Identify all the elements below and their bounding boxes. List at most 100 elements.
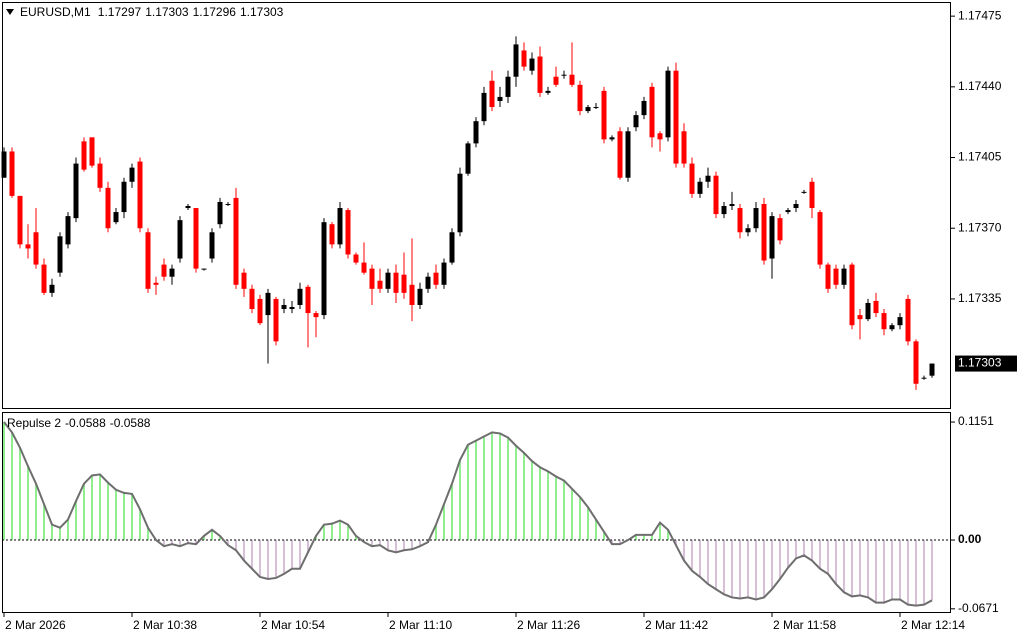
candle-body xyxy=(345,210,351,255)
candle-body xyxy=(673,70,679,164)
candle-body xyxy=(929,363,935,376)
candle-body xyxy=(121,181,127,213)
candle-body xyxy=(457,173,463,233)
candle-body xyxy=(529,58,535,71)
candle-body xyxy=(329,224,335,245)
candle-body xyxy=(689,163,695,194)
candle-body xyxy=(753,208,759,229)
candle-body xyxy=(401,274,407,293)
candle-body xyxy=(17,195,23,245)
x-tick-label: 2 Mar 12:14 xyxy=(901,618,965,632)
candle-body xyxy=(441,262,447,285)
candle-body xyxy=(553,76,559,85)
indicator-header: Repulse 2 -0.0588 -0.0588 xyxy=(7,416,151,430)
candle-body xyxy=(297,288,303,305)
x-tick-label: 2 Mar 11:42 xyxy=(645,618,708,632)
candle-body xyxy=(201,268,207,270)
candle-body xyxy=(281,304,287,310)
candle-body xyxy=(1,151,7,178)
header-close: 1.17303 xyxy=(240,5,284,19)
candle-body xyxy=(585,107,591,112)
candle-body xyxy=(25,244,31,249)
y-tick-label: 1.17475 xyxy=(958,8,1002,22)
indicator-value: -0.0588 xyxy=(110,416,151,430)
x-tick-label: 2 Mar 2026 xyxy=(5,618,66,632)
candle-body xyxy=(89,137,95,166)
candle-body xyxy=(657,133,663,140)
candle-body xyxy=(833,268,839,285)
candle-body xyxy=(161,264,167,277)
candle-body xyxy=(145,232,151,289)
candle-body xyxy=(73,163,79,219)
candle-body xyxy=(57,236,63,273)
candle-body xyxy=(545,90,551,93)
candle-body xyxy=(65,216,71,245)
candle-body xyxy=(385,272,391,289)
candle-body xyxy=(745,228,751,233)
candle-body xyxy=(521,50,527,67)
candle-body xyxy=(617,131,623,178)
y-tick-label: 1.17370 xyxy=(958,220,1002,234)
indicator-value: -0.0588 xyxy=(65,416,106,430)
candle-body xyxy=(537,56,543,93)
candle-body xyxy=(641,100,647,116)
candle-body xyxy=(825,264,831,289)
candle-body xyxy=(593,107,599,109)
candle-body xyxy=(729,203,735,207)
candle-body xyxy=(313,313,319,318)
candle-body xyxy=(697,181,703,194)
price-header: EURUSD,M1 1.17297 1.17303 1.17296 1.17303 xyxy=(20,5,284,19)
candle-body xyxy=(433,272,439,285)
candle-body xyxy=(225,203,231,205)
x-tick-label: 2 Mar 10:38 xyxy=(133,618,197,632)
x-tick-label: 2 Mar 10:54 xyxy=(261,618,325,632)
candle-body xyxy=(601,90,607,140)
candle-body xyxy=(465,143,471,174)
candle-body xyxy=(289,307,295,310)
candle-body xyxy=(377,280,383,289)
candle-body xyxy=(417,288,423,305)
main-panel xyxy=(2,2,951,409)
candle-body xyxy=(81,141,87,170)
candle-body xyxy=(681,131,687,164)
candle-body xyxy=(881,313,887,330)
indicator-name: Repulse 2 xyxy=(7,416,61,430)
dropdown-arrow[interactable] xyxy=(6,9,14,15)
candle-body xyxy=(609,137,615,140)
candle-body xyxy=(577,84,583,112)
candle-body xyxy=(185,206,191,209)
candle-body xyxy=(425,276,431,289)
candle-body xyxy=(505,76,511,97)
candle-body xyxy=(897,317,903,326)
candle-body xyxy=(649,86,655,138)
candle-body xyxy=(409,284,415,305)
candle-body xyxy=(857,315,863,320)
candle-body xyxy=(497,96,503,101)
candle-body xyxy=(249,288,255,310)
candle-body xyxy=(33,232,39,265)
indicator-panel xyxy=(2,412,951,613)
candle-body xyxy=(793,203,799,209)
candle-body xyxy=(169,268,175,277)
x-tick-label: 2 Mar 11:58 xyxy=(773,618,836,632)
candle-body xyxy=(217,201,223,225)
y-tick-label: 1.17440 xyxy=(958,79,1002,93)
candle-body xyxy=(9,151,15,196)
candle-body xyxy=(817,212,823,265)
candle-body xyxy=(809,181,815,209)
candle-body xyxy=(265,292,271,316)
candle-body xyxy=(97,163,103,188)
candle-body xyxy=(777,218,783,241)
candle-body xyxy=(393,272,399,293)
x-tick-label: 2 Mar 11:26 xyxy=(517,618,580,632)
candle-body xyxy=(737,208,743,233)
candle-body xyxy=(113,212,119,223)
candle-body xyxy=(849,264,855,326)
candle-body xyxy=(569,74,575,85)
candle-body xyxy=(41,264,47,293)
candle-body xyxy=(865,302,871,320)
header-low: 1.17296 xyxy=(193,5,237,19)
candle-body xyxy=(209,232,215,259)
candle-body xyxy=(337,208,343,245)
